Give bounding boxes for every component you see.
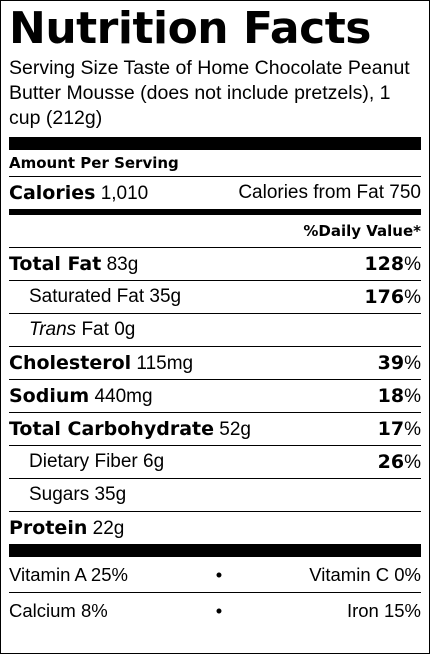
nutrient-label: Protein [9, 516, 88, 539]
divider [9, 592, 421, 593]
nutrient-label: Total Carbohydrate [9, 417, 214, 440]
nutrient-amount: 115mg [136, 352, 194, 374]
thick-divider [9, 137, 421, 150]
nutrient-label: Total Fat [9, 252, 102, 275]
nutrient-label-italic: Trans [29, 319, 77, 340]
daily-value-percent: 128% [364, 252, 421, 275]
nutrient-amount: 83g [106, 253, 139, 275]
nutrient-amount: 35g [149, 286, 182, 307]
divider [9, 445, 421, 446]
vitamin-left: Vitamin A 25% [9, 563, 128, 585]
nutrient-label: Sodium [9, 384, 90, 407]
calories-from-fat-cell: Calories from Fat 750 [238, 182, 421, 204]
nutrient-row-protein: Protein 22g [9, 512, 421, 544]
vitamin-right: Vitamin C 0% [309, 563, 421, 585]
nutrient-amount: 52g [219, 418, 251, 440]
nutrient-row-trans-fat: Trans Fat 0g [9, 314, 421, 346]
vitamin-row: Vitamin A 25% • Vitamin C 0% [9, 557, 421, 592]
daily-value-header: %Daily Value* [303, 222, 421, 240]
amount-per-serving: Amount Per Serving [9, 154, 179, 172]
divider [9, 247, 421, 248]
nutrient-row-total-fat: Total Fat 83g 128% [9, 248, 421, 280]
nutrient-amount: 6g [143, 451, 165, 472]
label-title: Nutrition Facts [9, 3, 371, 54]
divider [9, 478, 421, 479]
nutrient-row-cholesterol: Cholesterol 115mg 39% [9, 347, 421, 379]
divider [9, 346, 421, 347]
vitamin-right: Iron 15% [346, 599, 421, 621]
nutrient-label: Saturated Fat [29, 286, 145, 307]
vitamin-row: Calcium 8% • Iron 15% [9, 593, 421, 628]
divider [9, 280, 421, 281]
daily-value-percent: 26% [377, 450, 421, 473]
serving-size: Serving Size Taste of Home Chocolate Pea… [9, 57, 410, 129]
divider [9, 412, 421, 413]
calories-cell: Calories 1,010 [9, 182, 148, 205]
bullet-separator: • [215, 599, 223, 621]
divider [9, 313, 421, 314]
nutrient-label: Fat [81, 319, 109, 340]
daily-value-percent: 17% [377, 417, 421, 440]
calories-row: Calories 1,010 Calories from Fat 750 [9, 177, 421, 209]
divider [9, 511, 421, 512]
nutrient-row-sodium: Sodium 440mg 18% [9, 380, 421, 412]
daily-value-percent: 18% [377, 384, 421, 407]
nutrient-row-saturated-fat: Saturated Fat 35g 176% [9, 281, 421, 313]
nutrient-row-dietary-fiber: Dietary Fiber 6g 26% [9, 446, 421, 478]
divider [9, 379, 421, 380]
nutrient-amount: 440mg [94, 385, 153, 407]
nutrient-row-sugars: Sugars 35g [9, 479, 421, 511]
daily-value-percent: 176% [364, 285, 421, 308]
nutrient-amount: 0g [114, 319, 136, 340]
calories-value: 1,010 [100, 182, 149, 204]
thick-divider [9, 544, 421, 557]
nutrient-label: Dietary Fiber [29, 451, 138, 472]
calories-label: Calories [9, 181, 96, 204]
calories-from-fat-value: 750 [389, 182, 421, 203]
bullet-separator: • [215, 563, 223, 585]
nutrient-label: Cholesterol [9, 351, 132, 374]
vitamin-left: Calcium 8% [9, 599, 108, 621]
nutrient-amount: 22g [92, 517, 125, 539]
daily-value-percent: 39% [377, 351, 421, 374]
nutrient-amount: 35g [94, 484, 127, 505]
divider [9, 176, 421, 177]
calories-from-fat-label: Calories from Fat [238, 182, 385, 203]
nutrient-row-total-carbohydrate: Total Carbohydrate 52g 17% [9, 413, 421, 445]
nutrient-label: Sugars [29, 484, 90, 505]
medium-divider [9, 209, 421, 215]
